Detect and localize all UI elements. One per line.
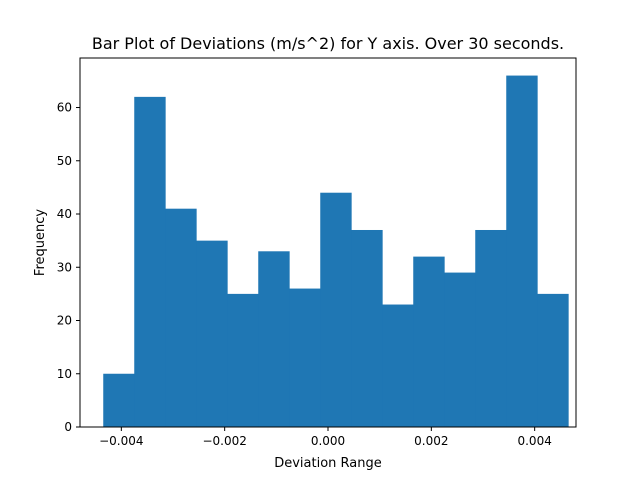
x-tick-label: 0.004 (517, 434, 551, 448)
histogram-bar (320, 192, 352, 427)
y-tick-label: 50 (57, 154, 72, 168)
histogram-bar (196, 240, 228, 427)
y-tick-label: 60 (57, 101, 72, 115)
axes-frame (79, 57, 577, 428)
y-tick-label: 40 (57, 207, 72, 221)
histogram-bar (289, 288, 321, 427)
y-axis-ticks: 0 10 20 30 40 50 60 (57, 101, 80, 434)
y-tick-label: 30 (57, 260, 72, 274)
histogram-bar (506, 75, 538, 427)
y-tick-label: 10 (57, 367, 72, 381)
histogram-bar (165, 208, 197, 427)
histogram-bar (351, 229, 383, 427)
histogram-bar (382, 304, 414, 427)
x-tick-label: −0.002 (202, 434, 246, 448)
y-tick-label: 0 (64, 420, 72, 434)
x-tick-label: 0.000 (311, 434, 345, 448)
histogram-bar (475, 229, 507, 427)
histogram-bar (227, 293, 259, 427)
x-axis-label: Deviation Range (274, 456, 382, 471)
histogram-bar (444, 272, 476, 427)
histogram-bar (537, 293, 569, 427)
y-tick-label: 20 (57, 314, 72, 328)
x-tick-label: 0.002 (414, 434, 448, 448)
y-axis-label: Frequency (33, 209, 48, 276)
x-axis-ticks: −0.004 −0.002 0.000 0.002 0.004 (99, 427, 552, 448)
histogram-bar (413, 256, 445, 427)
histogram-bar (103, 373, 135, 427)
histogram-bar (134, 96, 166, 428)
bars-group (103, 75, 569, 428)
histogram-bar (258, 251, 290, 427)
x-tick-label: −0.004 (99, 434, 143, 448)
chart-title: Bar Plot of Deviations (m/s^2) for Y axi… (92, 34, 564, 53)
